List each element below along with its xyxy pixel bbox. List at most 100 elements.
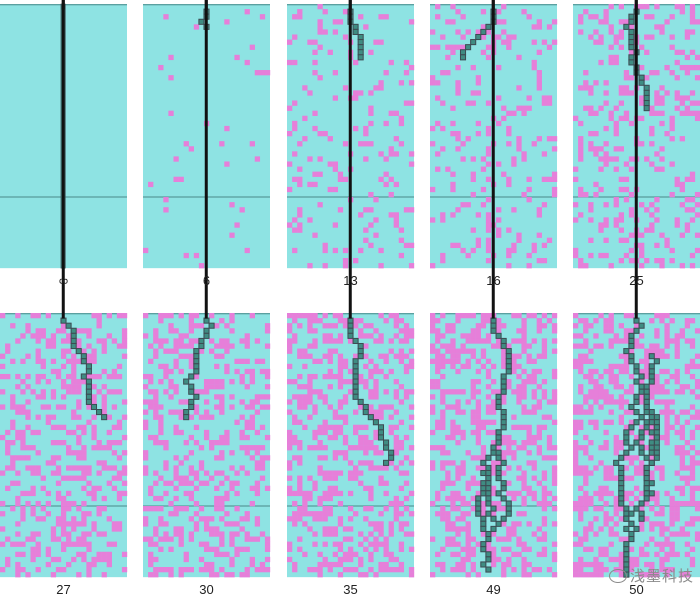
occupied-cell [317, 561, 323, 568]
occupied-cell [224, 363, 230, 370]
occupied-cell [623, 313, 630, 319]
occupied-cell [302, 404, 308, 410]
occupied-cell [229, 379, 235, 385]
occupied-cell [613, 434, 619, 441]
occupied-cell [116, 363, 123, 370]
path-segment [633, 419, 640, 426]
path-segment [500, 373, 507, 380]
occupied-cell [526, 440, 532, 446]
occupied-cell [287, 338, 293, 344]
occupied-cell [35, 333, 41, 339]
occupied-cell [578, 156, 584, 162]
occupied-cell [287, 222, 293, 228]
path-segment [85, 363, 92, 370]
occupied-cell [312, 181, 318, 188]
occupied-cell [573, 166, 579, 172]
occupied-cell [317, 171, 323, 177]
occupied-cell [378, 247, 384, 254]
occupied-cell [60, 384, 67, 390]
occupied-cell [470, 394, 476, 400]
occupied-cell [143, 516, 149, 522]
occupied-cell [322, 333, 328, 339]
occupied-cell [287, 59, 293, 66]
occupied-cell [40, 485, 46, 491]
path-segment [653, 439, 660, 446]
occupied-cell [593, 151, 599, 157]
occupied-cell [71, 368, 77, 375]
occupied-cell [244, 368, 250, 375]
occupied-cell [0, 470, 6, 476]
occupied-cell [168, 480, 174, 486]
occupied-cell [30, 465, 36, 471]
path-segment [383, 444, 390, 451]
occupied-cell [694, 353, 700, 359]
occupied-cell [654, 343, 660, 349]
occupied-cell [516, 475, 522, 481]
occupied-cell [608, 156, 614, 162]
occupied-cell [649, 343, 655, 349]
occupied-cell [440, 363, 446, 370]
occupied-cell [526, 186, 532, 193]
occupied-cell [383, 536, 389, 542]
occupied-cell [684, 409, 691, 415]
occupied-cell [694, 363, 700, 370]
occupied-cell [55, 480, 62, 486]
occupied-cell [526, 409, 532, 415]
occupied-cell [608, 419, 614, 425]
occupied-cell [490, 389, 497, 395]
occupied-cell [583, 191, 589, 198]
path-segment [85, 368, 92, 375]
occupied-cell [649, 384, 655, 390]
occupied-cell [475, 80, 481, 86]
path-segment [495, 520, 502, 527]
occupied-cell [297, 348, 303, 354]
occupied-cell [689, 516, 696, 522]
occupied-cell [628, 166, 635, 172]
occupied-cell [506, 531, 512, 537]
path-segment [500, 459, 507, 466]
occupied-cell [506, 490, 512, 497]
occupied-cell [506, 556, 512, 563]
occupied-cell [91, 526, 97, 532]
occupied-cell [583, 506, 589, 512]
occupied-cell [521, 343, 527, 349]
occupied-cell [358, 379, 364, 385]
occupied-cell [485, 29, 492, 35]
occupied-cell [455, 313, 461, 319]
occupied-cell [669, 247, 675, 254]
occupied-cell [551, 480, 558, 486]
occupied-cell [588, 455, 594, 461]
occupied-cell [358, 328, 364, 334]
occupied-cell [368, 373, 374, 380]
occupied-cell [96, 470, 102, 476]
occupied-cell [403, 389, 410, 395]
occupied-cell [541, 490, 548, 497]
occupied-cell [649, 389, 655, 395]
occupied-cell [50, 572, 57, 578]
occupied-cell [358, 14, 364, 20]
path-segment [480, 541, 487, 548]
occupied-cell [669, 258, 675, 264]
occupied-cell [101, 384, 107, 390]
occupied-cell [531, 373, 537, 380]
occupied-cell [649, 161, 655, 167]
path-segment [490, 515, 497, 522]
occupied-cell [403, 363, 410, 370]
occupied-cell [430, 313, 436, 319]
occupied-cell [465, 348, 471, 354]
occupied-cell [408, 19, 415, 25]
occupied-cell [347, 516, 354, 522]
occupied-cell [445, 470, 451, 476]
occupied-cell [490, 485, 497, 491]
path-segment [648, 429, 655, 436]
occupied-cell [440, 450, 446, 456]
path-segment [475, 510, 482, 517]
path-segment [628, 13, 635, 20]
occupied-cell [679, 186, 685, 193]
occupied-cell [393, 222, 399, 228]
occupied-cell [649, 567, 655, 573]
occupied-cell [541, 313, 548, 319]
occupied-cell [214, 363, 220, 370]
occupied-cell [234, 551, 240, 558]
occupied-cell [639, 44, 645, 50]
